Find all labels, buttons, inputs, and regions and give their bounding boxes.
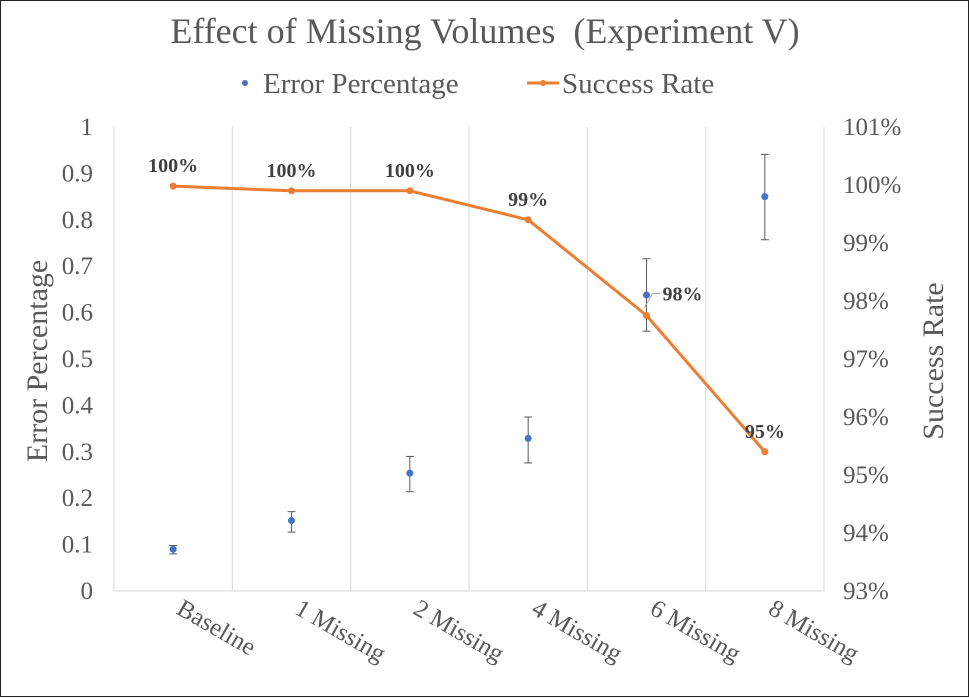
error-percentage-point <box>524 434 532 442</box>
legend-marker-error-percentage <box>242 80 248 86</box>
left-tick-label: 0.5 <box>62 346 93 373</box>
right-tick-label: 101% <box>843 114 901 141</box>
chart-title: Effect of Missing Volumes (Experiment V) <box>170 11 799 51</box>
right-tick-label: 99% <box>843 230 889 257</box>
left-tick-label: 0.3 <box>62 439 93 466</box>
right-tick-label: 97% <box>843 346 889 373</box>
error-percentage-point <box>761 193 769 201</box>
legend-marker-success-rate-dot <box>540 80 546 86</box>
left-tick-label: 0 <box>81 578 94 605</box>
success-rate-point <box>169 182 177 190</box>
legend-label-error-percentage: Error Percentage <box>263 68 459 100</box>
left-tick-label: 0.4 <box>62 392 94 419</box>
left-axis-title: Error Percentage <box>21 260 54 462</box>
success-rate-data-label: 98% <box>663 284 703 306</box>
success-rate-data-label: 100% <box>148 155 198 177</box>
right-tick-label: 96% <box>843 404 889 431</box>
right-tick-label: 93% <box>843 578 889 605</box>
error-percentage-point <box>406 469 414 477</box>
success-rate-point <box>406 187 414 195</box>
left-tick-label: 0.1 <box>62 532 93 559</box>
error-percentage-point <box>169 545 177 553</box>
success-rate-point <box>288 187 295 195</box>
left-tick-label: 0.9 <box>62 160 93 187</box>
right-tick-label: 100% <box>843 172 901 199</box>
x-tick-label: 6 Missing <box>646 595 746 668</box>
x-tick-label: 4 Missing <box>527 595 627 668</box>
x-tick-label: 1 Missing <box>291 595 391 668</box>
x-tick-label: 2 Missing <box>409 595 509 668</box>
success-rate-points <box>169 182 769 456</box>
right-axis-ticks: 93% 94% 95% 96% 97% 98% 99% 100% 101% <box>843 114 901 605</box>
error-percentage-point <box>643 291 650 299</box>
left-tick-label: 0.2 <box>62 485 93 512</box>
success-rate-data-label: 99% <box>508 189 548 211</box>
right-tick-label: 98% <box>843 288 889 315</box>
x-tick-label: 8 Missing <box>764 595 864 668</box>
gridlines <box>113 127 825 592</box>
success-rate-data-label: 95% <box>745 421 785 443</box>
legend: Error Percentage Success Rate <box>242 68 714 100</box>
success-rate-point <box>643 312 650 319</box>
left-tick-label: 0.8 <box>62 207 93 234</box>
right-tick-label: 95% <box>843 462 889 489</box>
right-axis-title: Success Rate <box>917 282 950 439</box>
success-rate-line <box>173 184 766 453</box>
left-axis-ticks: 0 0.1 0.2 0.3 0.4 0.5 0.6 0.7 0.8 0.9 1 <box>62 114 94 605</box>
data-label-leader-line <box>644 293 653 308</box>
right-tick-label: 94% <box>843 520 889 547</box>
success-rate-data-label: 100% <box>267 160 317 182</box>
x-tick-label: Baseline <box>172 595 260 661</box>
left-tick-label: 1 <box>81 114 94 141</box>
success-rate-point <box>524 216 532 224</box>
success-rate-point <box>761 448 769 456</box>
left-tick-label: 0.7 <box>62 253 93 280</box>
left-tick-label: 0.6 <box>62 300 93 327</box>
legend-label-success-rate: Success Rate <box>562 68 714 100</box>
error-percentage-point <box>288 516 295 524</box>
x-axis-ticks: Baseline 1 Missing 2 Missing 4 Missing 6 Mis… <box>172 595 864 668</box>
error-percentage-points <box>169 193 769 553</box>
success-rate-data-labels: 100% 100% 100% 99% 98% 95% <box>148 155 785 443</box>
success-rate-data-label: 100% <box>385 160 435 182</box>
